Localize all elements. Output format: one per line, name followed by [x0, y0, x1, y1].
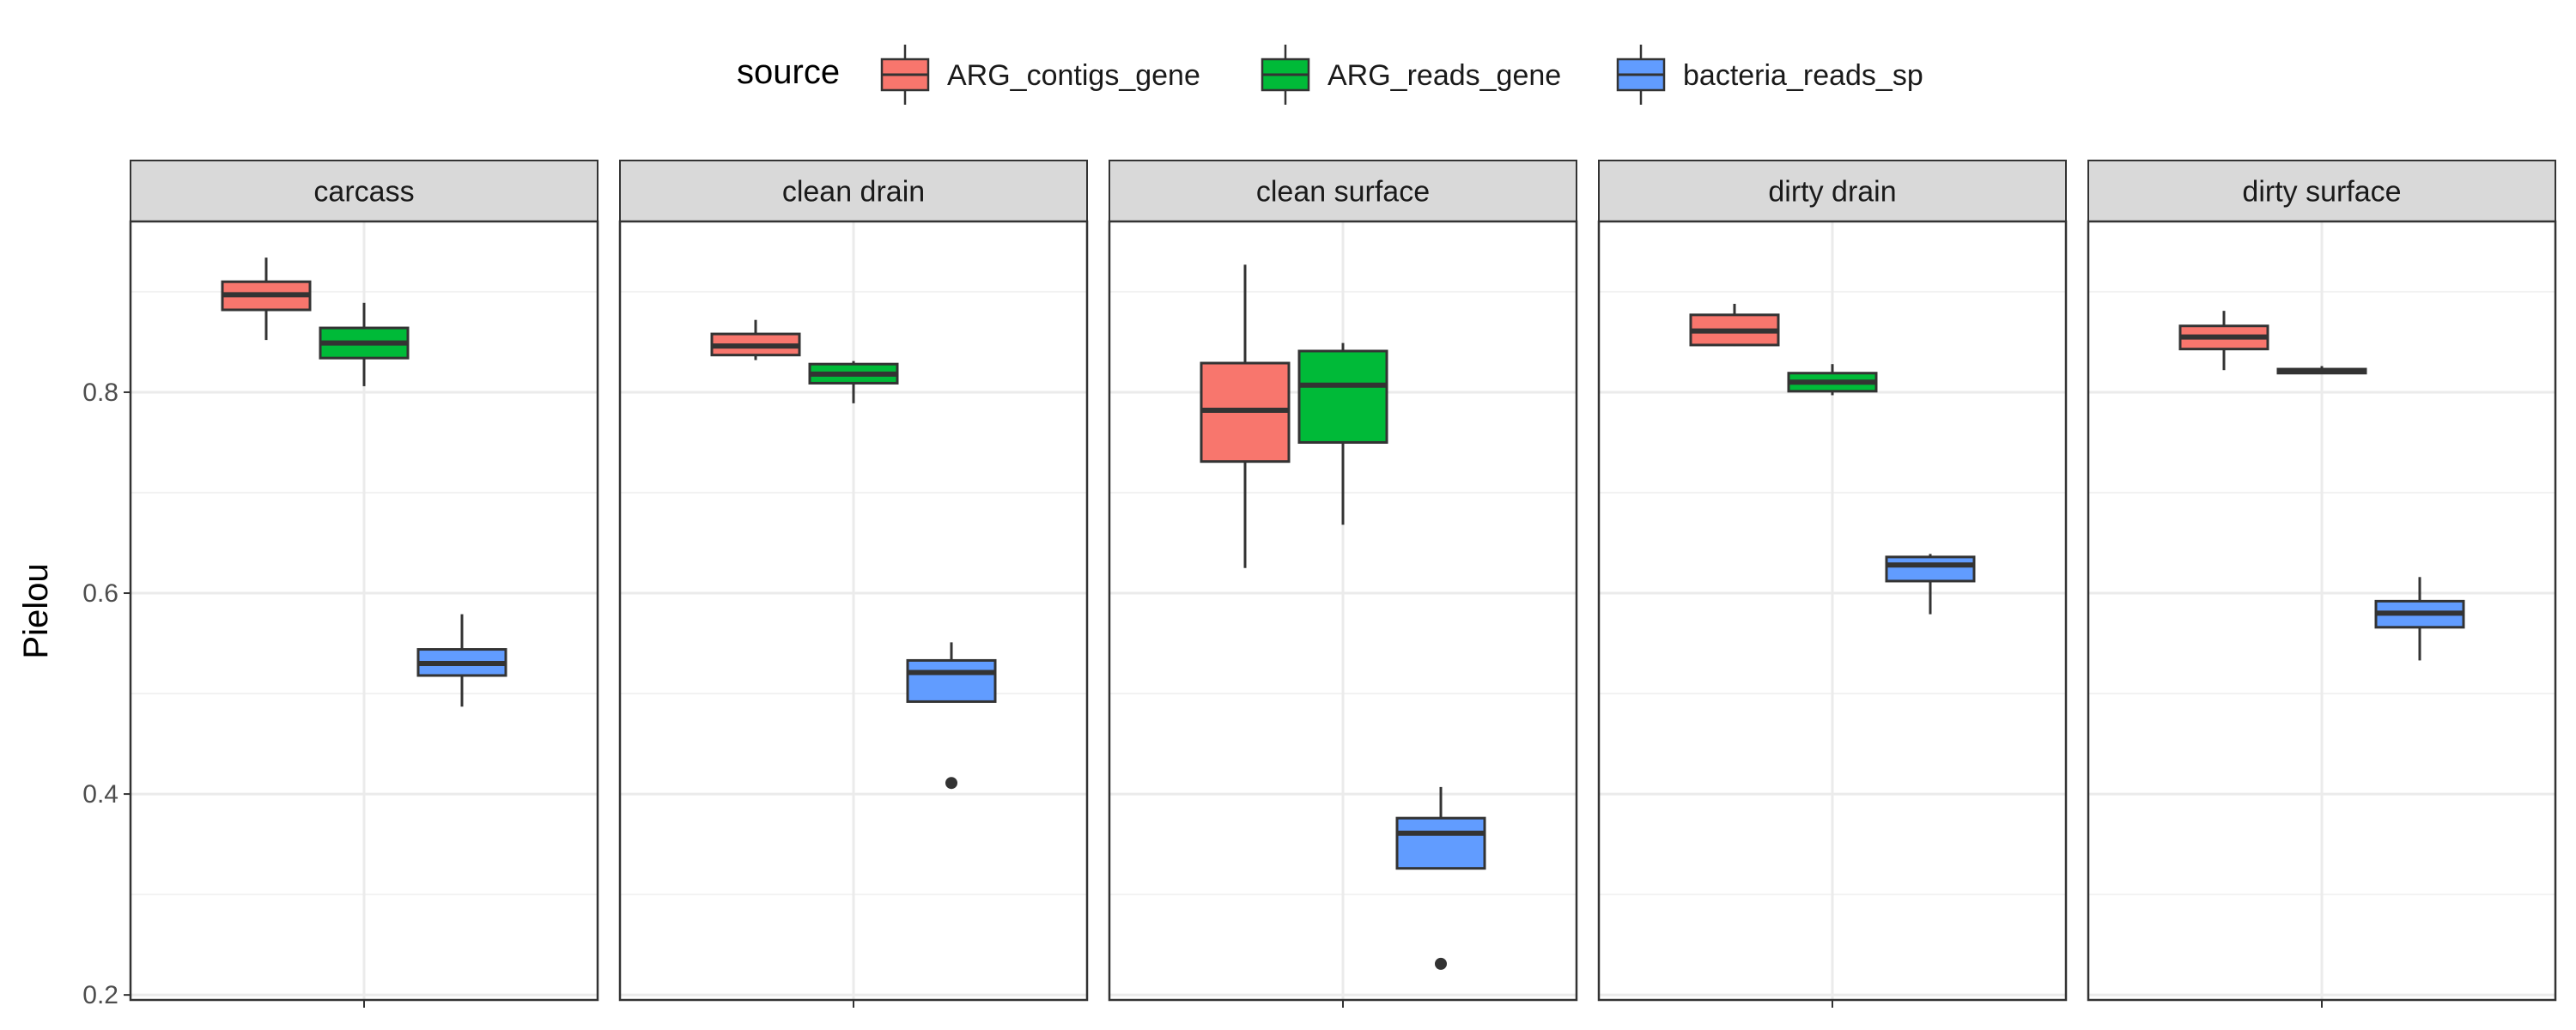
facet-strip	[619, 160, 1088, 222]
box-bacteria-reads-sp	[1885, 554, 1976, 615]
box-arg-contigs-gene	[710, 319, 801, 360]
legend-label: ARG_reads_gene	[1327, 59, 1561, 92]
facet-strip	[1109, 160, 1577, 222]
box-iqr	[906, 658, 997, 703]
box-arg-reads-gene	[1297, 342, 1388, 525]
facet-strip	[130, 160, 598, 222]
box-arg-contigs-gene	[2178, 311, 2269, 371]
box-bacteria-reads-sp	[2374, 577, 2465, 661]
facet-label: carcass	[313, 176, 414, 209]
legend: source ARG_contigs_gene ARG_reads_gene bac…	[737, 45, 1923, 105]
box-arg-contigs-gene	[1689, 303, 1780, 347]
y-tick-label: 0.8	[82, 379, 118, 407]
legend-label: ARG_contigs_gene	[947, 59, 1200, 92]
legend-item-arg-reads-gene: ARG_reads_gene	[1261, 45, 1561, 105]
y-tick-label: 0.2	[82, 981, 118, 1009]
y-tick-label: 0.6	[82, 579, 118, 608]
facet-dirty-surface: dirty surface	[2087, 160, 2557, 1008]
facet-panels: carcass clean drain clean surface dirty dra…	[129, 160, 2557, 1008]
box-bacteria-reads-sp	[1395, 786, 1486, 970]
y-axis-title: Pielou	[17, 563, 55, 658]
facet-carcass: carcass	[129, 160, 599, 1008]
facet-dirty-drain: dirty drain	[1597, 160, 2068, 1008]
box-arg-reads-gene	[2276, 366, 2367, 375]
box-bacteria-reads-sp	[906, 642, 997, 790]
facet-label: clean surface	[1256, 176, 1430, 209]
box-bacteria-reads-sp	[416, 614, 507, 707]
box-iqr	[1395, 816, 1486, 870]
legend-item-arg-contigs-gene: ARG_contigs_gene	[880, 45, 1200, 105]
box-arg-contigs-gene	[1200, 264, 1291, 568]
box-iqr	[1297, 349, 1388, 444]
outlier-point	[1435, 957, 1447, 970]
facet-strip	[2087, 160, 2556, 222]
legend-item-bacteria-reads-sp: bacteria_reads_sp	[1616, 45, 1923, 105]
legend-title: source	[737, 53, 840, 91]
facet-label: dirty drain	[1768, 176, 1896, 209]
facet-clean-surface: clean surface	[1108, 160, 1578, 1008]
box-arg-reads-gene	[1787, 364, 1878, 396]
box-iqr	[1885, 555, 1976, 583]
box-arg-reads-gene	[808, 360, 899, 403]
legend-label: bacteria_reads_sp	[1683, 59, 1923, 92]
box-arg-reads-gene	[319, 302, 410, 386]
y-tick-label: 0.4	[82, 780, 118, 809]
outlier-point	[945, 777, 957, 790]
facet-label: dirty surface	[2242, 176, 2401, 209]
box-arg-contigs-gene	[221, 258, 312, 341]
facet-label: clean drain	[782, 176, 925, 209]
facet-clean-drain: clean drain	[618, 160, 1089, 1008]
